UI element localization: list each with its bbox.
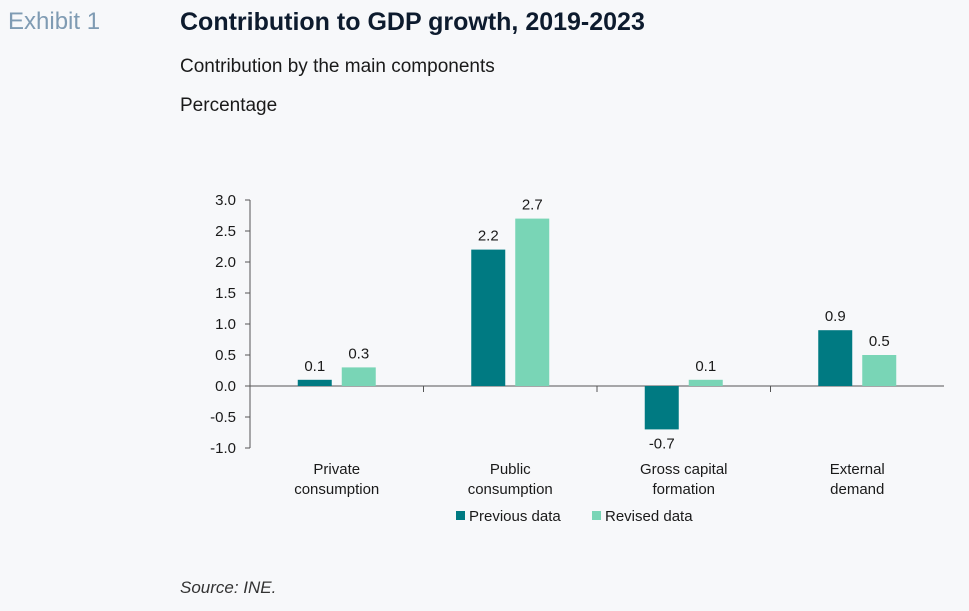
bar-previous (297, 379, 332, 386)
data-label: 0.5 (869, 333, 890, 350)
legend-label-revised: Revised data (605, 508, 693, 525)
y-tick-label: 0.0 (215, 378, 236, 395)
legend-swatch-revised (592, 511, 601, 520)
data-label: 0.9 (825, 308, 846, 325)
x-tick-label: Gross capital (640, 461, 728, 478)
bar-revised (515, 218, 550, 386)
data-label: 0.1 (695, 358, 716, 375)
x-tick-label: formation (652, 481, 715, 498)
y-tick-label: 0.5 (215, 347, 236, 364)
x-tick-label: Private (313, 461, 360, 478)
x-tick-label: consumption (468, 481, 553, 498)
x-tick-label: demand (830, 481, 884, 498)
bar-revised (341, 367, 376, 386)
x-tick-label: External (830, 461, 885, 478)
data-label: 0.1 (304, 358, 325, 375)
chart-subtitle: Contribution by the main components (180, 56, 495, 77)
y-tick-label: -1.0 (210, 440, 236, 457)
data-label: 2.2 (478, 228, 499, 245)
data-label: 2.7 (522, 197, 543, 214)
y-tick-label: 1.0 (215, 316, 236, 333)
data-label: -0.7 (649, 435, 675, 452)
y-tick-label: 2.0 (215, 254, 236, 271)
bar-revised (688, 379, 723, 386)
y-tick-label: 3.0 (215, 192, 236, 209)
y-tick-label: -0.5 (210, 409, 236, 426)
exhibit-label: Exhibit 1 (8, 8, 101, 35)
legend-swatch-previous (456, 511, 465, 520)
bar-previous (471, 249, 506, 386)
x-tick-label: Public (490, 461, 531, 478)
bar-previous (818, 330, 853, 386)
chart-title: Contribution to GDP growth, 2019-2023 (180, 8, 645, 36)
y-tick-label: 2.5 (215, 223, 236, 240)
unit-label: Percentage (180, 95, 278, 116)
data-label: 0.3 (348, 345, 369, 362)
legend-label-previous: Previous data (469, 508, 561, 525)
bar-revised (862, 355, 897, 386)
y-tick-label: 1.5 (215, 285, 236, 302)
x-tick-label: consumption (294, 481, 379, 498)
bar-previous (644, 386, 679, 430)
source-note: Source: INE. (180, 578, 277, 597)
